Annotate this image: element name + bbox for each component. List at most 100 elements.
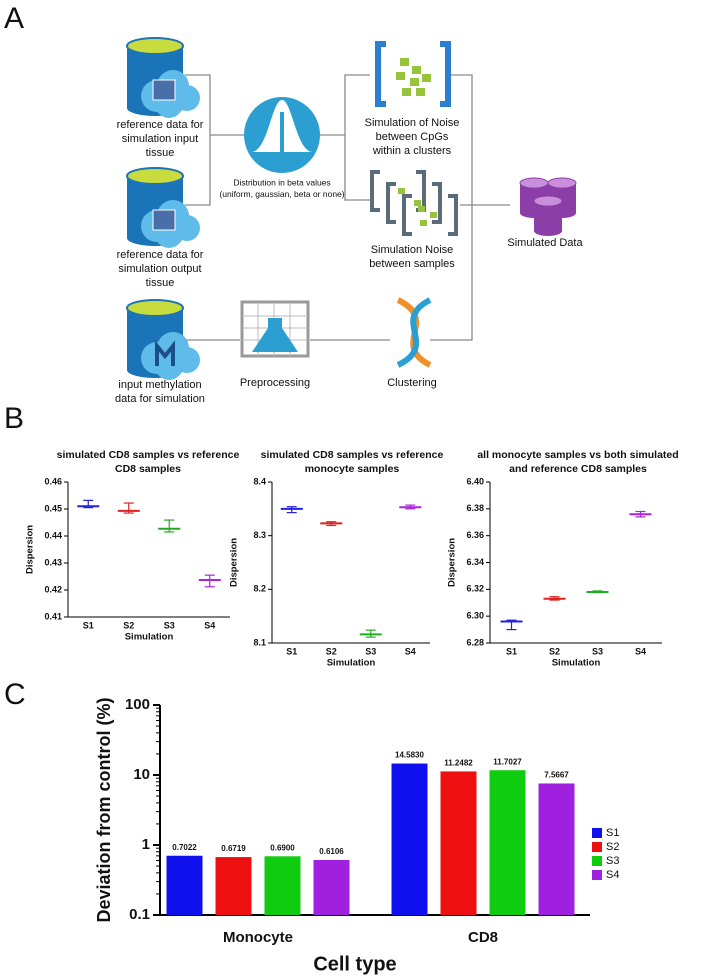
y-axis-label: Dispersion (447, 538, 458, 587)
bar (264, 856, 301, 915)
icon-shape (280, 112, 284, 152)
x-tick-label: S1 (506, 646, 517, 656)
icon-shape (155, 340, 175, 366)
x-tick-label: CD8 (468, 929, 498, 946)
y-tick-label: 0.41 (44, 611, 62, 621)
icon-shape (152, 209, 176, 231)
bar (440, 771, 477, 915)
icon-shape (430, 212, 437, 218)
y-tick-label: 6.40 (466, 476, 484, 486)
icon-shape (152, 79, 176, 101)
value-label: 0.6719 (221, 844, 246, 853)
icon-shape (422, 74, 431, 82)
y-tick-label: 6.32 (466, 584, 484, 594)
value-label: 14.5830 (395, 751, 424, 760)
icon-shape (410, 78, 419, 86)
x-axis-label: Cell type (313, 953, 396, 975)
x-tick-label: S2 (549, 646, 560, 656)
x-tick-label: S2 (123, 620, 134, 630)
x-tick-label: S4 (635, 646, 646, 656)
legend-swatch (592, 856, 602, 866)
icon-shape (534, 226, 562, 236)
x-axis-label: Simulation (552, 658, 601, 669)
legend-swatch (592, 870, 602, 880)
value-label: 0.6900 (270, 843, 295, 852)
icon-shape (375, 41, 451, 107)
icon-shape (412, 66, 421, 74)
node-label: reference data for (117, 249, 204, 261)
legend-swatch (592, 828, 602, 838)
icon-shape (400, 58, 409, 66)
y-tick-label: 0.43 (44, 557, 62, 567)
y-tick-label: 6.34 (466, 557, 484, 567)
node-label: Distribution in beta values (233, 177, 330, 187)
chart-title: all monocyte samples vs both simulated (477, 449, 678, 461)
bar (215, 857, 252, 915)
node-label: (uniform, gaussian, beta or none) (219, 189, 344, 199)
panel-label: A (4, 2, 24, 35)
legend-swatch (592, 842, 602, 852)
x-tick-label: S2 (326, 646, 337, 656)
node-label: data for simulation (115, 393, 205, 405)
value-label: 0.7022 (172, 843, 197, 852)
icon-shape (252, 318, 298, 352)
y-tick-label: 6.30 (466, 611, 484, 621)
node-label: Simulation Noise (371, 244, 454, 256)
bar (538, 783, 575, 915)
icon-shape (414, 200, 421, 206)
legend-label: S2 (606, 841, 619, 853)
x-tick-label: S4 (204, 620, 215, 630)
x-tick-label: S3 (164, 620, 175, 630)
y-tick-label: 8.3 (253, 530, 266, 540)
y-tick-label: 6.28 (466, 637, 484, 647)
y-tick-label: 0.1 (129, 906, 150, 923)
x-tick-label: S3 (365, 646, 376, 656)
node-label: input methylation (118, 379, 201, 391)
panel-label: B (4, 402, 24, 435)
legend-label: S1 (606, 827, 619, 839)
icon-shape (396, 297, 432, 368)
y-tick-label: 0.45 (44, 503, 62, 513)
node-label: within a clusters (372, 145, 452, 157)
y-tick-label: 0.46 (44, 476, 62, 486)
x-axis-label: Simulation (125, 632, 174, 643)
y-tick-label: 1 (142, 836, 150, 853)
bar (166, 855, 203, 915)
y-tick-label: 6.36 (466, 530, 484, 540)
value-label: 11.7027 (493, 757, 522, 766)
bar (391, 763, 428, 915)
connectors (185, 74, 510, 341)
icon-shape (547, 177, 577, 189)
node-label: Simulation of Noise (365, 117, 460, 129)
icon-shape (396, 72, 405, 80)
x-tick-label: S1 (83, 620, 94, 630)
icon-shape (126, 37, 184, 55)
node-label: Simulated Data (507, 237, 583, 249)
icon-shape (126, 167, 184, 185)
bar (313, 859, 350, 915)
x-tick-label: S1 (286, 646, 297, 656)
y-axis-label: Dispersion (229, 538, 240, 587)
icon-shape (155, 352, 183, 380)
node-label: between samples (369, 258, 455, 270)
node-label: tissue (146, 147, 175, 159)
icon-shape (402, 88, 411, 96)
x-tick-label: S3 (592, 646, 603, 656)
icon-shape (402, 194, 458, 236)
node-label: reference data for (117, 119, 204, 131)
node-label: simulation output (118, 263, 201, 275)
icon-shape (398, 188, 405, 194)
y-tick-label: 8.4 (253, 476, 266, 486)
value-label: 7.5667 (544, 771, 569, 780)
icon-shape (420, 220, 427, 226)
y-axis-label: Dispersion (25, 525, 36, 574)
y-tick-label: 8.1 (253, 637, 266, 647)
node-label: Preprocessing (240, 377, 310, 389)
chart-title: monocyte samples (305, 463, 400, 475)
icon-shape (418, 206, 425, 212)
y-tick-label: 0.42 (44, 584, 62, 594)
node-label: between CpGs (376, 131, 449, 143)
chart-title: and reference CD8 samples (509, 463, 647, 475)
